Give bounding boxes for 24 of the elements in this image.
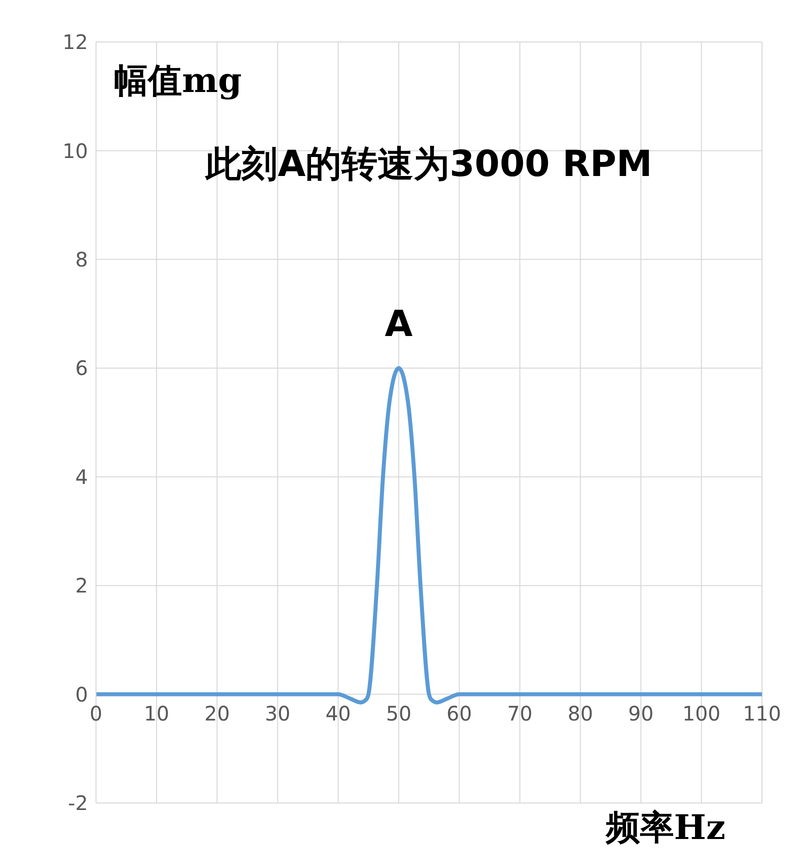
- y-tick-label: 8: [75, 248, 88, 272]
- x-tick-label: 40: [325, 701, 351, 726]
- y-tick-label: 2: [75, 574, 88, 598]
- y-tick-label: 4: [75, 464, 88, 489]
- x-tick-label: 30: [264, 701, 290, 726]
- y-tick-label: 0: [75, 682, 88, 706]
- x-tick-label: 70: [507, 701, 533, 726]
- y-tick-label: -2: [68, 791, 88, 816]
- x-tick-label: 100: [682, 701, 721, 726]
- x-axis-title: 频率Hz: [606, 807, 726, 850]
- x-tick-label: 10: [144, 701, 170, 726]
- line-series: [96, 366, 762, 704]
- x-tick-label: 110: [742, 701, 782, 726]
- x-tick-label: 50: [386, 701, 412, 726]
- x-tick-label: 60: [446, 701, 472, 726]
- text: 此刻A的转速为3000 RPM: [204, 143, 654, 187]
- x-tick-label: 20: [204, 701, 230, 726]
- annotation: A: [384, 304, 414, 346]
- y-tick-label: 12: [62, 30, 88, 54]
- y-axis-title: 幅值mg: [114, 60, 242, 103]
- y-tick-label: 6: [75, 356, 88, 380]
- x-tick-label: 80: [568, 701, 594, 726]
- y-tick-label: 10: [62, 138, 88, 163]
- x-tick-label: 90: [628, 701, 654, 726]
